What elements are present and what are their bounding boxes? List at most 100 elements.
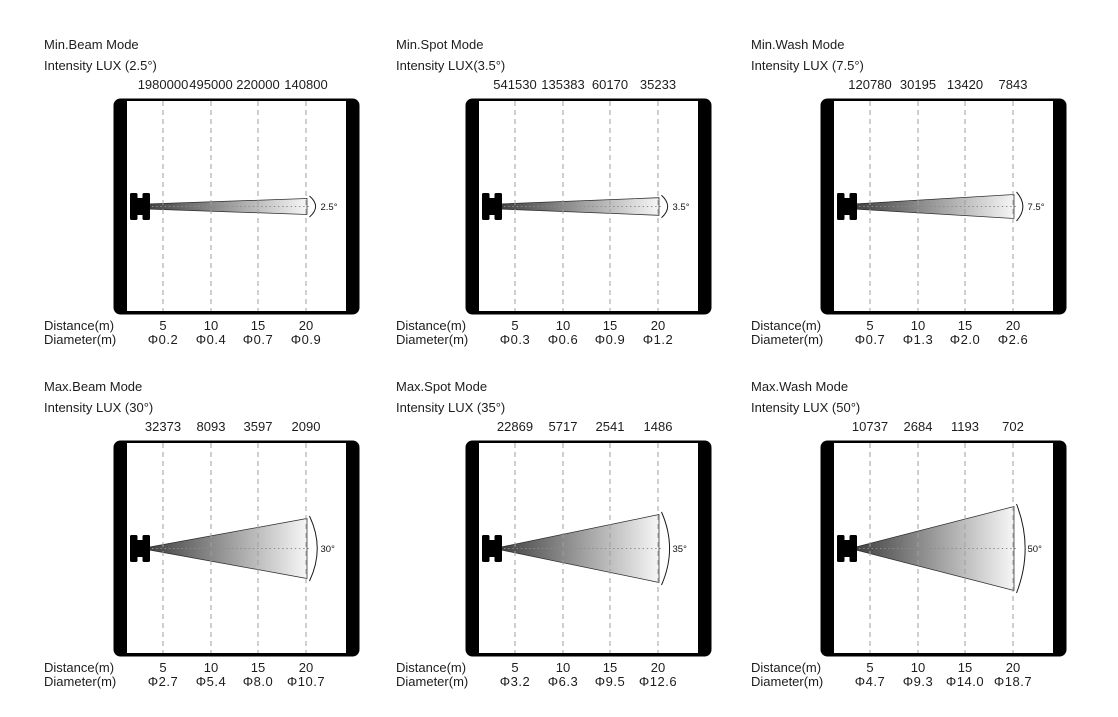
diameter-row: Diameter(m) Φ0.7 Φ1.3 Φ2.0 Φ2.6 xyxy=(737,332,1089,348)
panel-subtitle: Intensity LUX (2.5°) xyxy=(44,58,157,73)
intensity-value: 495000 xyxy=(189,77,233,92)
distance-value: 20 xyxy=(650,660,666,675)
distance-value: 15 xyxy=(250,660,266,675)
diameter-row: Diameter(m) Φ4.7 Φ9.3 Φ14.0 Φ18.7 xyxy=(737,674,1089,690)
distance-gridlines xyxy=(162,443,307,653)
intensity-value: 30195 xyxy=(899,77,937,92)
intensity-value: 3597 xyxy=(243,419,273,434)
light-fixture-icon xyxy=(130,535,150,562)
diameter-value: Φ2.7 xyxy=(147,674,179,689)
intensity-value: 22869 xyxy=(496,419,534,434)
diameter-value: Φ0.7 xyxy=(242,332,274,347)
distance-value: 5 xyxy=(159,318,167,333)
intensity-value: 1486 xyxy=(643,419,673,434)
beam-cone-drawing: 3.5° xyxy=(465,98,712,315)
beam-angle-label: 50° xyxy=(1028,544,1043,555)
distance-row: Distance(m) 5 10 15 20 xyxy=(30,318,382,333)
diameter-axis-label: Diameter(m) xyxy=(396,332,469,347)
diameter-value: Φ8.0 xyxy=(242,674,274,689)
distance-value: 15 xyxy=(957,318,973,333)
intensity-values-row: 22869 5717 2541 1486 xyxy=(382,419,734,435)
intensity-value: 1193 xyxy=(951,419,979,434)
diameter-value: Φ0.4 xyxy=(195,332,227,347)
photometry-panel: Max.Beam Mode Intensity LUX (30°) 32373 8… xyxy=(30,373,382,705)
distance-value: 10 xyxy=(555,660,571,675)
beam-diagram-box: 7.5° xyxy=(820,98,1067,315)
distance-value: 5 xyxy=(866,318,874,333)
distance-value: 5 xyxy=(511,318,519,333)
distance-value: 5 xyxy=(866,660,874,675)
distance-row: Distance(m) 5 10 15 20 xyxy=(382,660,734,675)
panel-subtitle: Intensity LUX(3.5°) xyxy=(396,58,506,73)
beam-angle-label: 30° xyxy=(321,544,336,555)
distance-value: 10 xyxy=(555,318,571,333)
diameter-value: Φ9.5 xyxy=(594,674,626,689)
intensity-value: 13420 xyxy=(946,77,984,92)
panel-title: Min.Spot Mode xyxy=(396,37,484,52)
beam-diagram-box: 2.5° xyxy=(113,98,360,315)
intensity-value: 140800 xyxy=(284,77,328,92)
beam-angle-arc xyxy=(661,194,669,219)
beam-cone-drawing: 2.5° xyxy=(113,98,360,315)
panel-title: Max.Beam Mode xyxy=(44,379,143,394)
beam-diagram-box: 35° xyxy=(465,440,712,657)
distance-axis-label: Distance(m) xyxy=(751,318,822,333)
distance-value: 5 xyxy=(511,660,519,675)
distance-value: 20 xyxy=(1005,318,1021,333)
diameter-axis-label: Diameter(m) xyxy=(396,674,469,689)
intensity-value: 2541 xyxy=(595,419,625,434)
beam-angle-label: 35° xyxy=(673,544,688,555)
intensity-value: 120780 xyxy=(848,77,892,92)
intensity-value: 60170 xyxy=(591,77,629,92)
diameter-value: Φ1.3 xyxy=(902,332,934,347)
panel-subtitle: Intensity LUX (50°) xyxy=(751,400,861,415)
intensity-values-row: 10737 2684 1193 702 xyxy=(737,419,1089,435)
intensity-values-row: 541530 135383 60170 35233 xyxy=(382,77,734,93)
distance-row: Distance(m) 5 10 15 20 xyxy=(30,660,382,675)
panel-subtitle: Intensity LUX (30°) xyxy=(44,400,154,415)
diameter-value: Φ0.2 xyxy=(147,332,179,347)
distance-value: 10 xyxy=(203,660,219,675)
distance-row: Distance(m) 5 10 15 20 xyxy=(737,660,1089,675)
diameter-value: Φ10.7 xyxy=(286,674,326,689)
distance-gridlines xyxy=(162,101,307,311)
distance-axis-label: Distance(m) xyxy=(44,318,115,333)
diameter-value: Φ0.6 xyxy=(547,332,579,347)
intensity-value: 35233 xyxy=(639,77,677,92)
diameter-row: Diameter(m) Φ3.2 Φ6.3 Φ9.5 Φ12.6 xyxy=(382,674,734,690)
distance-value: 20 xyxy=(1005,660,1021,675)
intensity-value: 1980000 xyxy=(137,77,189,92)
beam-angle-arc xyxy=(1016,503,1026,594)
beam-diagram-box: 30° xyxy=(113,440,360,657)
photometry-panel: Min.Spot Mode Intensity LUX(3.5°) 541530… xyxy=(382,31,734,363)
distance-row: Distance(m) 5 10 15 20 xyxy=(382,318,734,333)
distance-value: 15 xyxy=(602,660,618,675)
distance-value: 20 xyxy=(298,318,314,333)
beam-angle-arc xyxy=(309,195,317,218)
distance-axis-label: Distance(m) xyxy=(396,660,467,675)
intensity-values-row: 32373 8093 3597 2090 xyxy=(30,419,382,435)
distance-value: 10 xyxy=(910,318,926,333)
diameter-value: Φ9.3 xyxy=(902,674,934,689)
distance-axis-label: Distance(m) xyxy=(44,660,115,675)
photometry-panel: Max.Wash Mode Intensity LUX (50°) 10737 2… xyxy=(737,373,1089,705)
panel-title: Min.Beam Mode xyxy=(44,37,139,52)
intensity-value: 541530 xyxy=(493,77,537,92)
distance-value: 10 xyxy=(910,660,926,675)
diameter-axis-label: Diameter(m) xyxy=(44,332,117,347)
light-fixture-icon xyxy=(482,193,502,220)
diameter-value: Φ12.6 xyxy=(638,674,678,689)
light-fixture-icon xyxy=(837,535,857,562)
intensity-values-row: 1980000 495000 220000 140800 xyxy=(30,77,382,93)
photometry-panel: Min.Beam Mode Intensity LUX (2.5°) 19800… xyxy=(30,31,382,363)
diameter-value: Φ2.6 xyxy=(997,332,1029,347)
beam-angle-label: 7.5° xyxy=(1028,202,1045,213)
diameter-value: Φ18.7 xyxy=(993,674,1033,689)
intensity-value: 220000 xyxy=(236,77,280,92)
intensity-value: 32373 xyxy=(144,419,182,434)
diameter-axis-label: Diameter(m) xyxy=(44,674,117,689)
diameter-row: Diameter(m) Φ2.7 Φ5.4 Φ8.0 Φ10.7 xyxy=(30,674,382,690)
diameter-value: Φ3.2 xyxy=(499,674,531,689)
distance-gridlines xyxy=(869,443,1014,653)
intensity-value: 702 xyxy=(1002,419,1024,434)
